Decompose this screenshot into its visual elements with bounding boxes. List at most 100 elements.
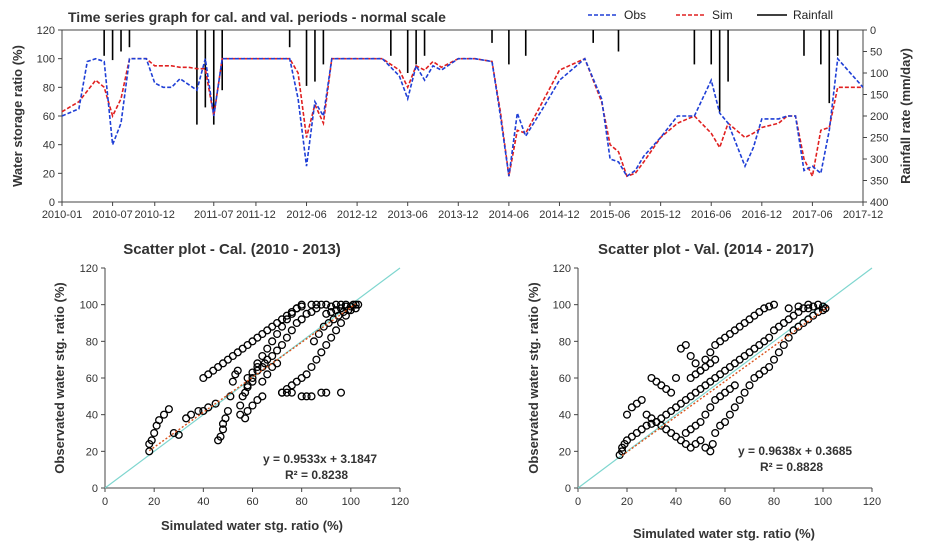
sc2-point: [681, 340, 690, 350]
sc1-point: [302, 309, 311, 318]
sc2-point: [769, 300, 779, 309]
sc2-point: [706, 403, 715, 412]
sc1-point: [169, 428, 178, 438]
sc1-point: [258, 377, 267, 386]
sc1-point: [258, 351, 267, 361]
sc2-point: [711, 355, 720, 364]
sc1-point: [216, 432, 225, 441]
ts-x-tick-label: 2010-01: [42, 209, 82, 221]
sc2-point: [730, 403, 739, 412]
ts-y2-tick-label: 50: [870, 47, 882, 59]
sc2-point: [711, 428, 720, 438]
sc1-point: [322, 340, 331, 350]
ts-x-tick-label: 2014-12: [539, 209, 579, 221]
legend-obs-label: Obs: [624, 8, 646, 22]
sc1-point: [322, 388, 331, 397]
sc1-point: [248, 373, 257, 383]
sc1-x-tick-label: 0: [102, 496, 108, 508]
sc1-x-tick-label: 120: [391, 496, 409, 508]
rainfall-series: [103, 30, 839, 125]
sc1-point: [243, 383, 252, 392]
sc1-x-tick-label: 60: [246, 496, 258, 508]
sc1-point: [314, 329, 323, 339]
sc1-point: [233, 366, 242, 375]
sc1-point: [282, 388, 291, 397]
sc1-point: [277, 322, 287, 331]
sc2-point: [740, 388, 749, 397]
sc2-point: [818, 306, 828, 315]
sc2-y-tick-label: 40: [559, 410, 571, 422]
timeseries-panel: Time series graph for cal. and val. peri…: [10, 8, 913, 221]
ts-x-tick-label: 2015-06: [590, 209, 630, 221]
sc1-point: [223, 406, 232, 416]
timeseries-y2-ticks: 0 50 100 150 200 250 300 350 400: [863, 25, 888, 209]
sc2-x-tick-label: 40: [670, 496, 682, 508]
timeseries-plot-area: [61, 29, 864, 203]
scatter-cal-points: [145, 300, 363, 456]
sc2-point: [676, 436, 685, 445]
sc1-point: [302, 370, 311, 379]
ts-x-tick-label: 2015-12: [640, 209, 680, 221]
sc2-point: [804, 304, 813, 313]
sc1-point: [221, 414, 230, 423]
sc2-y-tick-label: 80: [559, 336, 571, 348]
sc1-point: [282, 315, 291, 324]
ts-y2-tick-label: 300: [870, 154, 888, 166]
scatter-cal-y-axis-label: Observated water stg. ratio (%): [52, 282, 67, 473]
sc1-point: [327, 333, 336, 342]
sc2-y-tick-label: 100: [553, 300, 571, 312]
scatter-cal-equation: y = 0.9533x + 3.1847: [263, 452, 377, 466]
sc1-point: [277, 340, 287, 350]
sc2-point: [765, 333, 774, 342]
ts-x-tick-label: 2013-06: [388, 209, 428, 221]
legend-sim-label: Sim: [712, 8, 733, 22]
scatter-val-x-axis-label: Simulated water stg. ratio (%): [633, 526, 815, 541]
sc1-point: [287, 326, 296, 335]
ts-x-tick-label: 2011-12: [236, 209, 276, 221]
sc1-point: [263, 344, 272, 353]
sc1-y-tick-label: 100: [80, 300, 98, 312]
ts-y-tick-label: 100: [37, 54, 55, 66]
ts-x-tick-label: 2014-06: [489, 209, 529, 221]
sc1-point: [307, 300, 316, 309]
timeseries-x-ticks: 2010-01 2010-07 2010-12 2011-07 2011-12 2012-…: [42, 202, 883, 221]
sc2-point: [769, 355, 779, 364]
ts-x-tick-label: 2012-12: [337, 209, 377, 221]
sc1-point: [150, 428, 159, 438]
ts-x-tick-label: 2012-06: [286, 209, 326, 221]
sim-series-line: [61, 57, 863, 179]
sc1-point: [263, 370, 272, 379]
scatter-val-axes: 00 20 20 40 40 60 60 80 80 100 100 120 120: [553, 263, 882, 508]
sc2-point: [671, 373, 681, 383]
sc1-point: [258, 392, 267, 401]
sc2-point: [667, 388, 676, 397]
sc1-point: [268, 337, 277, 346]
sc1-point: [332, 326, 341, 335]
ts-x-tick-label: 2017-06: [792, 209, 832, 221]
sc2-y-tick-label: 0: [565, 483, 571, 495]
sc2-x-tick-label: 100: [814, 496, 832, 508]
timeseries-title: Time series graph for cal. and val. peri…: [68, 9, 446, 25]
timeseries-y2-axis-label: Rainfall rate (mm/day): [898, 48, 913, 184]
sc2-x-tick-label: 0: [575, 496, 581, 508]
sc2-point: [804, 300, 813, 309]
sc1-y-tick-label: 80: [86, 336, 98, 348]
ts-x-tick-label: 2010-07: [92, 209, 132, 221]
sc2-point: [745, 381, 754, 390]
sc2-point: [720, 417, 730, 427]
sc1-point: [194, 406, 203, 416]
sc2-point: [784, 304, 793, 313]
sc1-point: [302, 392, 311, 401]
sc1-x-tick-label: 40: [197, 496, 209, 508]
ts-y2-tick-label: 100: [870, 68, 888, 80]
legend-rain-label: Rainfall: [793, 8, 833, 22]
sc1-point: [322, 309, 331, 318]
ts-y-tick-label: 0: [49, 197, 55, 209]
sc1-point: [204, 403, 213, 412]
sc2-point: [642, 421, 651, 430]
sc1-point: [253, 362, 262, 372]
timeseries-legend: Obs Sim Rainfall: [588, 8, 833, 22]
sc1-point: [174, 430, 183, 439]
